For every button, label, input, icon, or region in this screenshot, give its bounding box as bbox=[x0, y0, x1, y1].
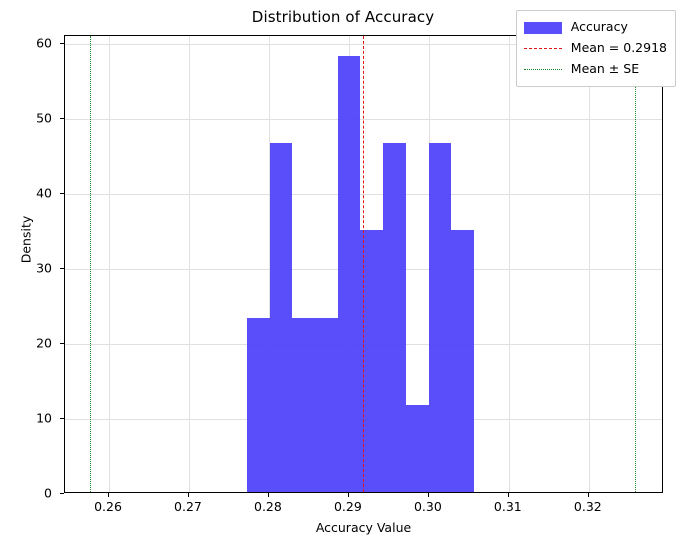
x-tick-mark-6 bbox=[587, 493, 589, 497]
chart-legend: Accuracy Mean = 0.2918 Mean ± SE bbox=[515, 10, 676, 87]
x-tick-label-1: 0.27 bbox=[174, 499, 202, 514]
gridline-x-1 bbox=[188, 36, 190, 492]
legend-label-0: Accuracy bbox=[570, 19, 628, 35]
x-tick-mark-4 bbox=[427, 493, 429, 497]
x-tick-mark-1 bbox=[187, 493, 189, 497]
y-tick-mark-5 bbox=[60, 118, 64, 120]
legend-item-1[interactable]: Mean = 0.2918 bbox=[523, 38, 667, 59]
histogram-bar bbox=[292, 318, 315, 492]
y-tick-label-4: 40 bbox=[36, 185, 52, 201]
y-tick-label-6: 60 bbox=[36, 35, 52, 51]
legend-item-2[interactable]: Mean ± SE bbox=[523, 59, 667, 80]
mean-minus-se-line bbox=[89, 36, 91, 492]
y-tick-label-0: 0 bbox=[44, 485, 52, 501]
x-tick-mark-0 bbox=[107, 493, 109, 497]
y-tick-mark-3 bbox=[60, 268, 64, 270]
histogram-bar bbox=[428, 143, 452, 492]
y-tick-mark-6 bbox=[60, 43, 64, 45]
x-tick-mark-5 bbox=[507, 493, 509, 497]
histogram-bar bbox=[337, 55, 361, 492]
x-tick-label-2: 0.28 bbox=[254, 499, 282, 514]
histogram-bar bbox=[360, 230, 384, 492]
mean-plus-se-line bbox=[635, 36, 637, 492]
x-tick-mark-2 bbox=[267, 493, 269, 497]
histogram-bar bbox=[246, 318, 270, 492]
histogram-bar bbox=[269, 143, 293, 492]
y-tick-label-5: 50 bbox=[36, 110, 52, 126]
y-axis-label: Density bbox=[18, 215, 34, 264]
y-tick-label-2: 20 bbox=[36, 335, 52, 351]
histogram-bar bbox=[314, 318, 338, 492]
x-tick-mark-3 bbox=[347, 493, 349, 497]
legend-label-2: Mean ± SE bbox=[570, 61, 640, 77]
legend-dashed-line-icon bbox=[523, 43, 562, 55]
mean-line bbox=[363, 36, 365, 492]
plot-area bbox=[64, 35, 663, 493]
x-tick-label-3: 0.29 bbox=[333, 499, 362, 514]
x-axis-label: Accuracy Value bbox=[315, 520, 412, 535]
y-tick-mark-1 bbox=[60, 418, 64, 420]
y-tick-mark-4 bbox=[60, 193, 64, 195]
x-tick-label-4: 0.30 bbox=[413, 499, 442, 514]
histogram-bar bbox=[405, 405, 429, 492]
histogram-bar bbox=[383, 143, 406, 492]
legend-dotted-line-icon bbox=[523, 64, 562, 76]
chart-title: Distribution of Accuracy bbox=[251, 8, 435, 26]
gridline-x-0 bbox=[108, 36, 110, 492]
x-tick-label-0: 0.26 bbox=[94, 499, 122, 514]
legend-label-1: Mean = 0.2918 bbox=[570, 40, 667, 56]
gridline-x-2 bbox=[268, 36, 270, 492]
legend-item-0[interactable]: Accuracy bbox=[523, 17, 667, 38]
legend-key-glyph bbox=[523, 21, 562, 34]
legend-patch-icon bbox=[523, 21, 562, 34]
y-tick-mark-0 bbox=[60, 493, 64, 494]
x-tick-label-6: 0.32 bbox=[573, 499, 602, 514]
y-tick-mark-2 bbox=[60, 343, 64, 345]
legend-key-glyph bbox=[523, 47, 562, 49]
histogram-bar bbox=[451, 230, 474, 492]
gridline-x-5 bbox=[508, 36, 510, 492]
y-tick-label-3: 30 bbox=[36, 260, 52, 276]
x-tick-label-5: 0.31 bbox=[493, 499, 522, 514]
gridline-x-6 bbox=[588, 36, 590, 492]
legend-key-glyph bbox=[523, 68, 562, 70]
y-tick-label-1: 10 bbox=[36, 410, 52, 426]
